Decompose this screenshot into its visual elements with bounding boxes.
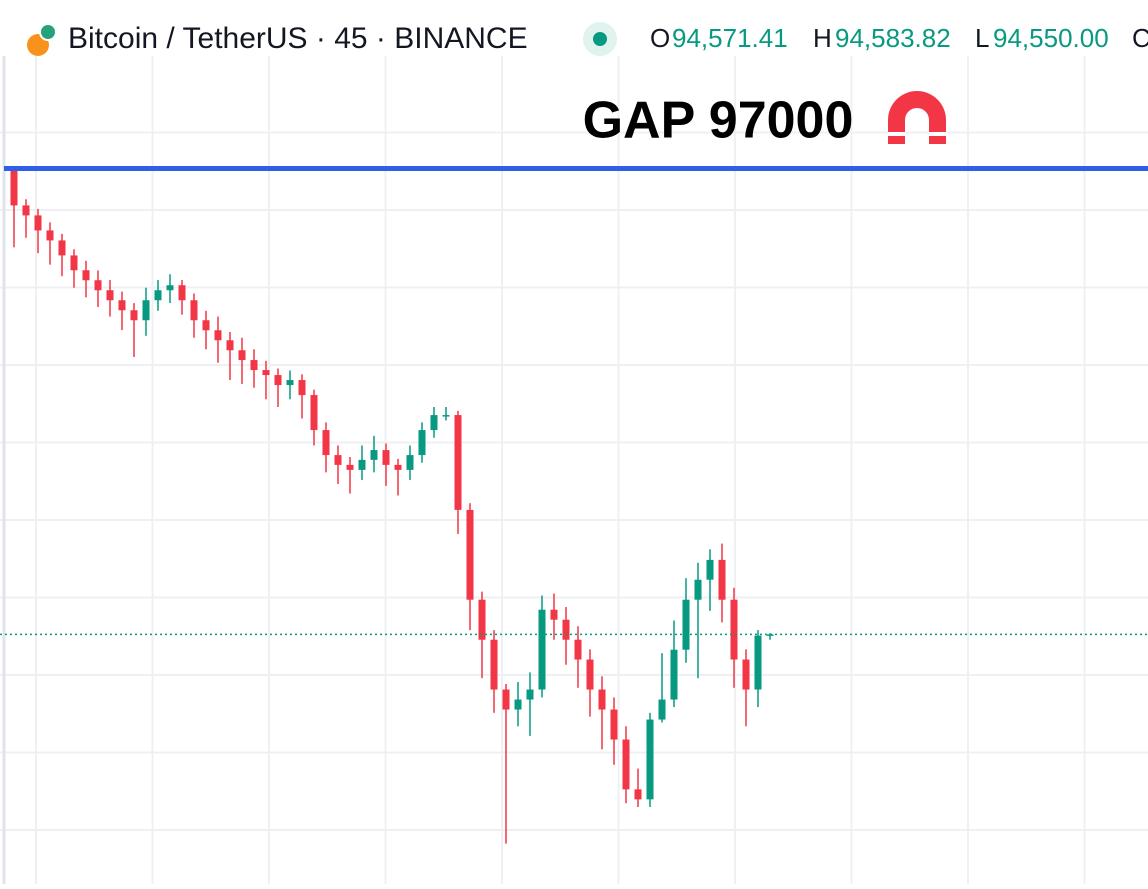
- candle-body: [130, 310, 138, 321]
- candle-body: [622, 739, 630, 790]
- candle-body: [58, 240, 66, 256]
- candle-body: [286, 380, 294, 386]
- candle-body: [574, 639, 582, 660]
- candle-body: [454, 415, 462, 510]
- candle-body: [694, 579, 702, 600]
- candle-body: [70, 255, 78, 271]
- candle-body: [346, 464, 354, 470]
- status-dot: [593, 32, 607, 46]
- candle-body: [682, 599, 690, 650]
- candle-body: [250, 360, 258, 371]
- candle-body: [382, 450, 390, 465]
- candle-body: [394, 464, 402, 470]
- candle-body: [370, 450, 378, 460]
- candle-body: [538, 609, 546, 690]
- candle-body: [34, 215, 42, 231]
- symbol: Bitcoin / TetherUS · 45 · BINANCE: [68, 22, 528, 55]
- candle-body: [106, 290, 114, 301]
- candle-body: [718, 559, 726, 600]
- grid: [0, 54, 1148, 884]
- c-label: C: [1132, 23, 1148, 53]
- candle-body: [94, 280, 102, 291]
- candle-body: [730, 599, 738, 660]
- candle-body: [178, 285, 186, 301]
- l-label: L: [975, 23, 989, 53]
- candle-body: [670, 649, 678, 700]
- candle-body: [706, 559, 714, 580]
- magnet-icon: [888, 91, 946, 144]
- candle-body: [190, 300, 198, 321]
- candles: [0, 165, 1148, 844]
- candle-body: [310, 395, 318, 431]
- candle-body: [166, 285, 174, 291]
- candle-body: [202, 320, 210, 331]
- candle-body: [658, 699, 666, 720]
- candle-body: [118, 300, 126, 311]
- usdt-icon: [39, 23, 57, 41]
- candle-body: [514, 699, 522, 710]
- candle-body: [142, 300, 150, 321]
- candle-body: [418, 430, 426, 456]
- candle-body: [610, 709, 618, 740]
- candle-body: [226, 340, 234, 351]
- candle-body: [430, 415, 438, 431]
- candle-body: [562, 619, 570, 640]
- candle-body: [598, 689, 606, 710]
- candle-body: [10, 170, 18, 206]
- candle-body: [298, 380, 306, 396]
- candle-body: [478, 599, 486, 640]
- candle-body: [586, 659, 594, 690]
- candle-body: [274, 375, 282, 386]
- annotation: GAP 97000: [583, 92, 854, 150]
- candle-body: [646, 719, 654, 800]
- h-label: H: [813, 23, 832, 53]
- candle-body: [742, 659, 750, 690]
- candle-body: [442, 415, 450, 417]
- candle-body: [322, 430, 330, 456]
- candle-body: [466, 509, 474, 600]
- o-label: O: [650, 23, 670, 53]
- l-value: 94,550.00: [993, 23, 1109, 53]
- candle-body: [262, 370, 270, 376]
- candle-body: [502, 689, 510, 710]
- candle-body: [22, 205, 30, 216]
- header-bg: [0, 0, 1148, 56]
- candle-body: [238, 350, 246, 361]
- candle-body: [46, 230, 54, 241]
- candle-body: [358, 459, 366, 470]
- candle-body: [406, 455, 414, 470]
- candle-body: [214, 330, 222, 341]
- o-value: 94,571.41: [672, 23, 788, 53]
- candle-body: [634, 789, 642, 800]
- candle-body: [334, 455, 342, 465]
- candle-body: [526, 689, 534, 700]
- candle-body: [154, 290, 162, 301]
- candle-body: [82, 270, 90, 281]
- candle-body: [490, 639, 498, 690]
- candle-body: [754, 635, 762, 690]
- h-value: 94,583.82: [835, 23, 951, 53]
- candle-body: [550, 609, 558, 620]
